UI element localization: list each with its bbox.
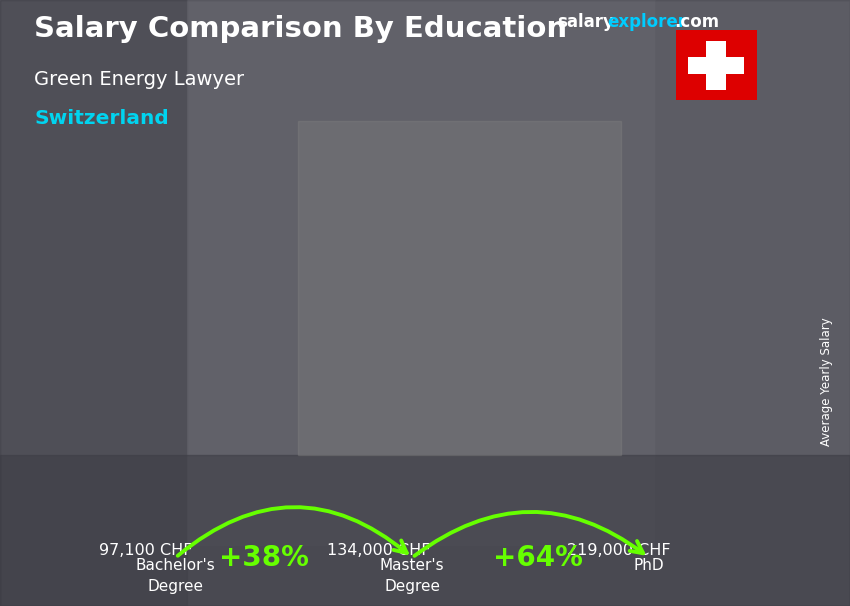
Text: +64%: +64% [493, 544, 583, 571]
Bar [0, 0, 187, 606]
Text: salary: salary [557, 13, 614, 32]
Text: 97,100 CHF: 97,100 CHF [99, 542, 193, 558]
Text: Switzerland: Switzerland [34, 109, 169, 128]
Bar [688, 57, 745, 73]
Bar [654, 0, 850, 606]
Text: 219,000 CHF: 219,000 CHF [568, 542, 672, 558]
Text: 134,000 CHF: 134,000 CHF [327, 542, 431, 558]
Text: Bachelor's
Degree: Bachelor's Degree [136, 558, 216, 593]
Text: Average Yearly Salary: Average Yearly Salary [819, 318, 833, 446]
Text: PhD: PhD [633, 558, 664, 573]
Bar [187, 0, 654, 545]
Text: explorer: explorer [608, 13, 687, 32]
Text: Master's
Degree: Master's Degree [380, 558, 445, 593]
Text: +38%: +38% [219, 544, 309, 571]
Text: Green Energy Lawyer: Green Energy Lawyer [34, 70, 244, 88]
Bar [706, 41, 726, 90]
Bar [0, 454, 850, 606]
Text: .com: .com [674, 13, 719, 32]
Bar [298, 121, 620, 454]
Text: Salary Comparison By Education: Salary Comparison By Education [34, 15, 567, 43]
